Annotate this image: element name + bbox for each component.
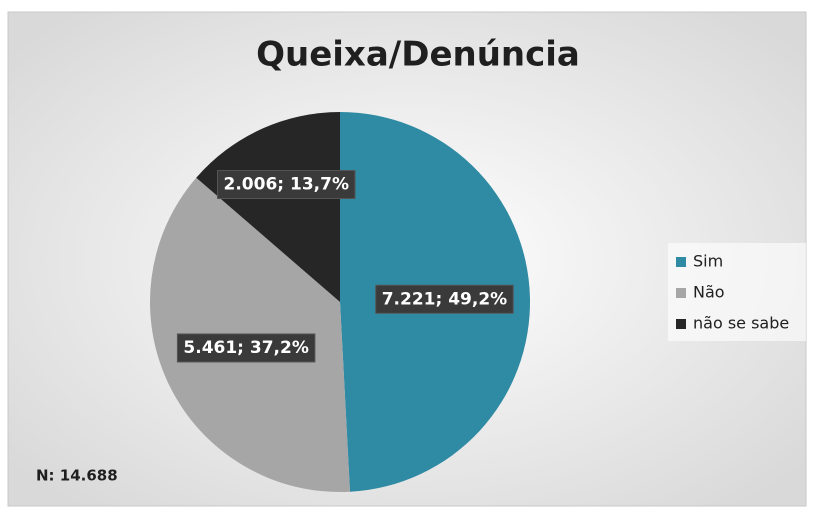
legend-label: Sim — [693, 252, 723, 271]
data-label: 2.006; 13,7% — [224, 175, 349, 195]
pie-slice — [196, 112, 340, 302]
legend-swatch — [676, 257, 686, 267]
chart-title: Queixa/Denúncia — [256, 35, 580, 75]
data-label: 5.461; 37,2% — [183, 338, 308, 358]
data-label-bg — [217, 170, 356, 200]
legend-swatch — [676, 288, 686, 298]
annotation: N: 14.688 — [36, 467, 118, 485]
legend-label: Não — [693, 283, 725, 302]
legend-swatch — [676, 319, 686, 329]
data-label-bg — [176, 333, 316, 363]
data-label: 7.221; 49,2% — [382, 289, 507, 309]
legend-box — [668, 243, 806, 341]
data-label-bg — [375, 284, 514, 314]
legend-label: não se sabe — [693, 314, 789, 333]
